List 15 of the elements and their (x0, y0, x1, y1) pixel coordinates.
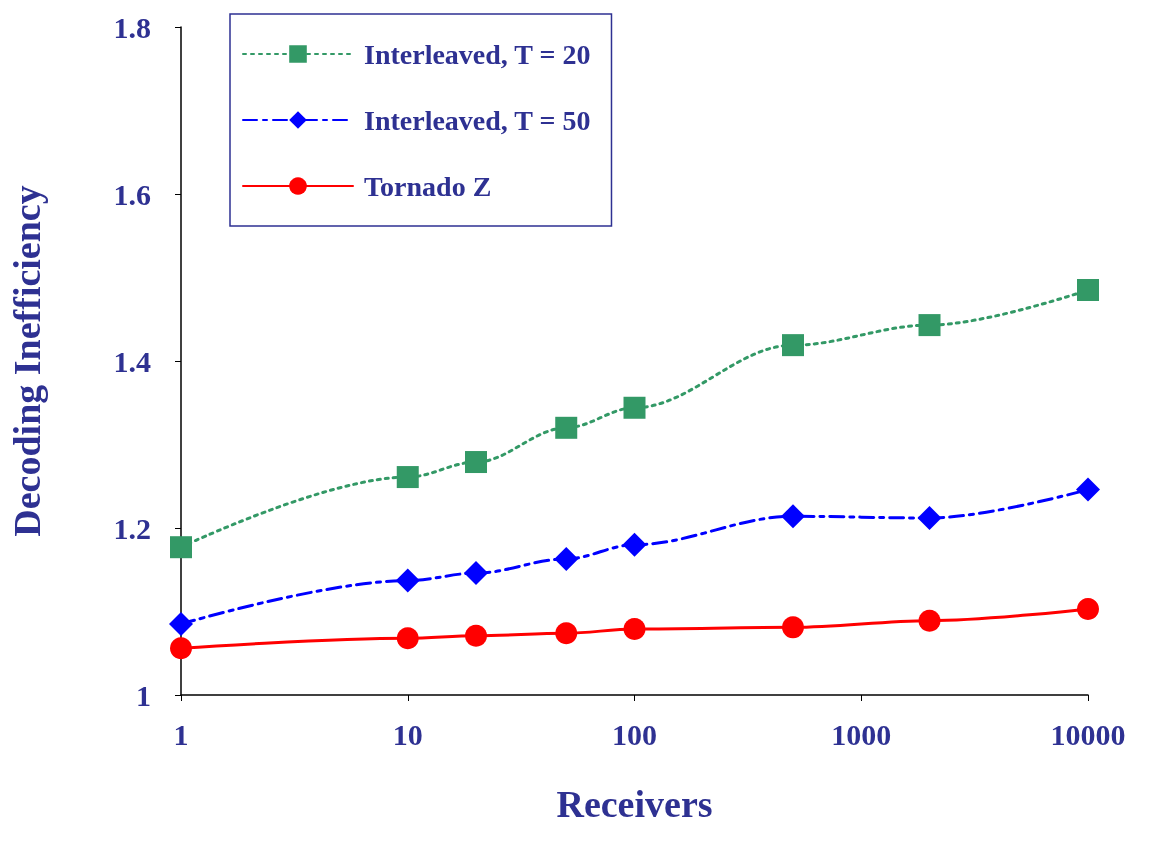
x-tick-label: 1 (173, 717, 189, 751)
x-tick-label: 10 (392, 717, 423, 751)
x-axis-title: Receivers (556, 783, 713, 825)
legend-label: Interleaved, T = 20 (364, 38, 591, 70)
y-tick-label: 1.8 (113, 10, 151, 44)
y-tick-label: 1.2 (113, 511, 151, 545)
legend-label: Interleaved, T = 50 (364, 104, 591, 136)
y-tick-label: 1.4 (113, 344, 151, 378)
x-tick-label: 1000 (831, 717, 892, 751)
legend-label: Tornado Z (364, 170, 492, 202)
y-tick-label: 1 (136, 678, 151, 712)
y-tick-label: 1.6 (113, 177, 151, 211)
x-tick-label: 10000 (1050, 717, 1126, 751)
x-tick-label: 100 (612, 717, 657, 751)
y-axis-title: Decoding Inefficiency (6, 185, 48, 537)
